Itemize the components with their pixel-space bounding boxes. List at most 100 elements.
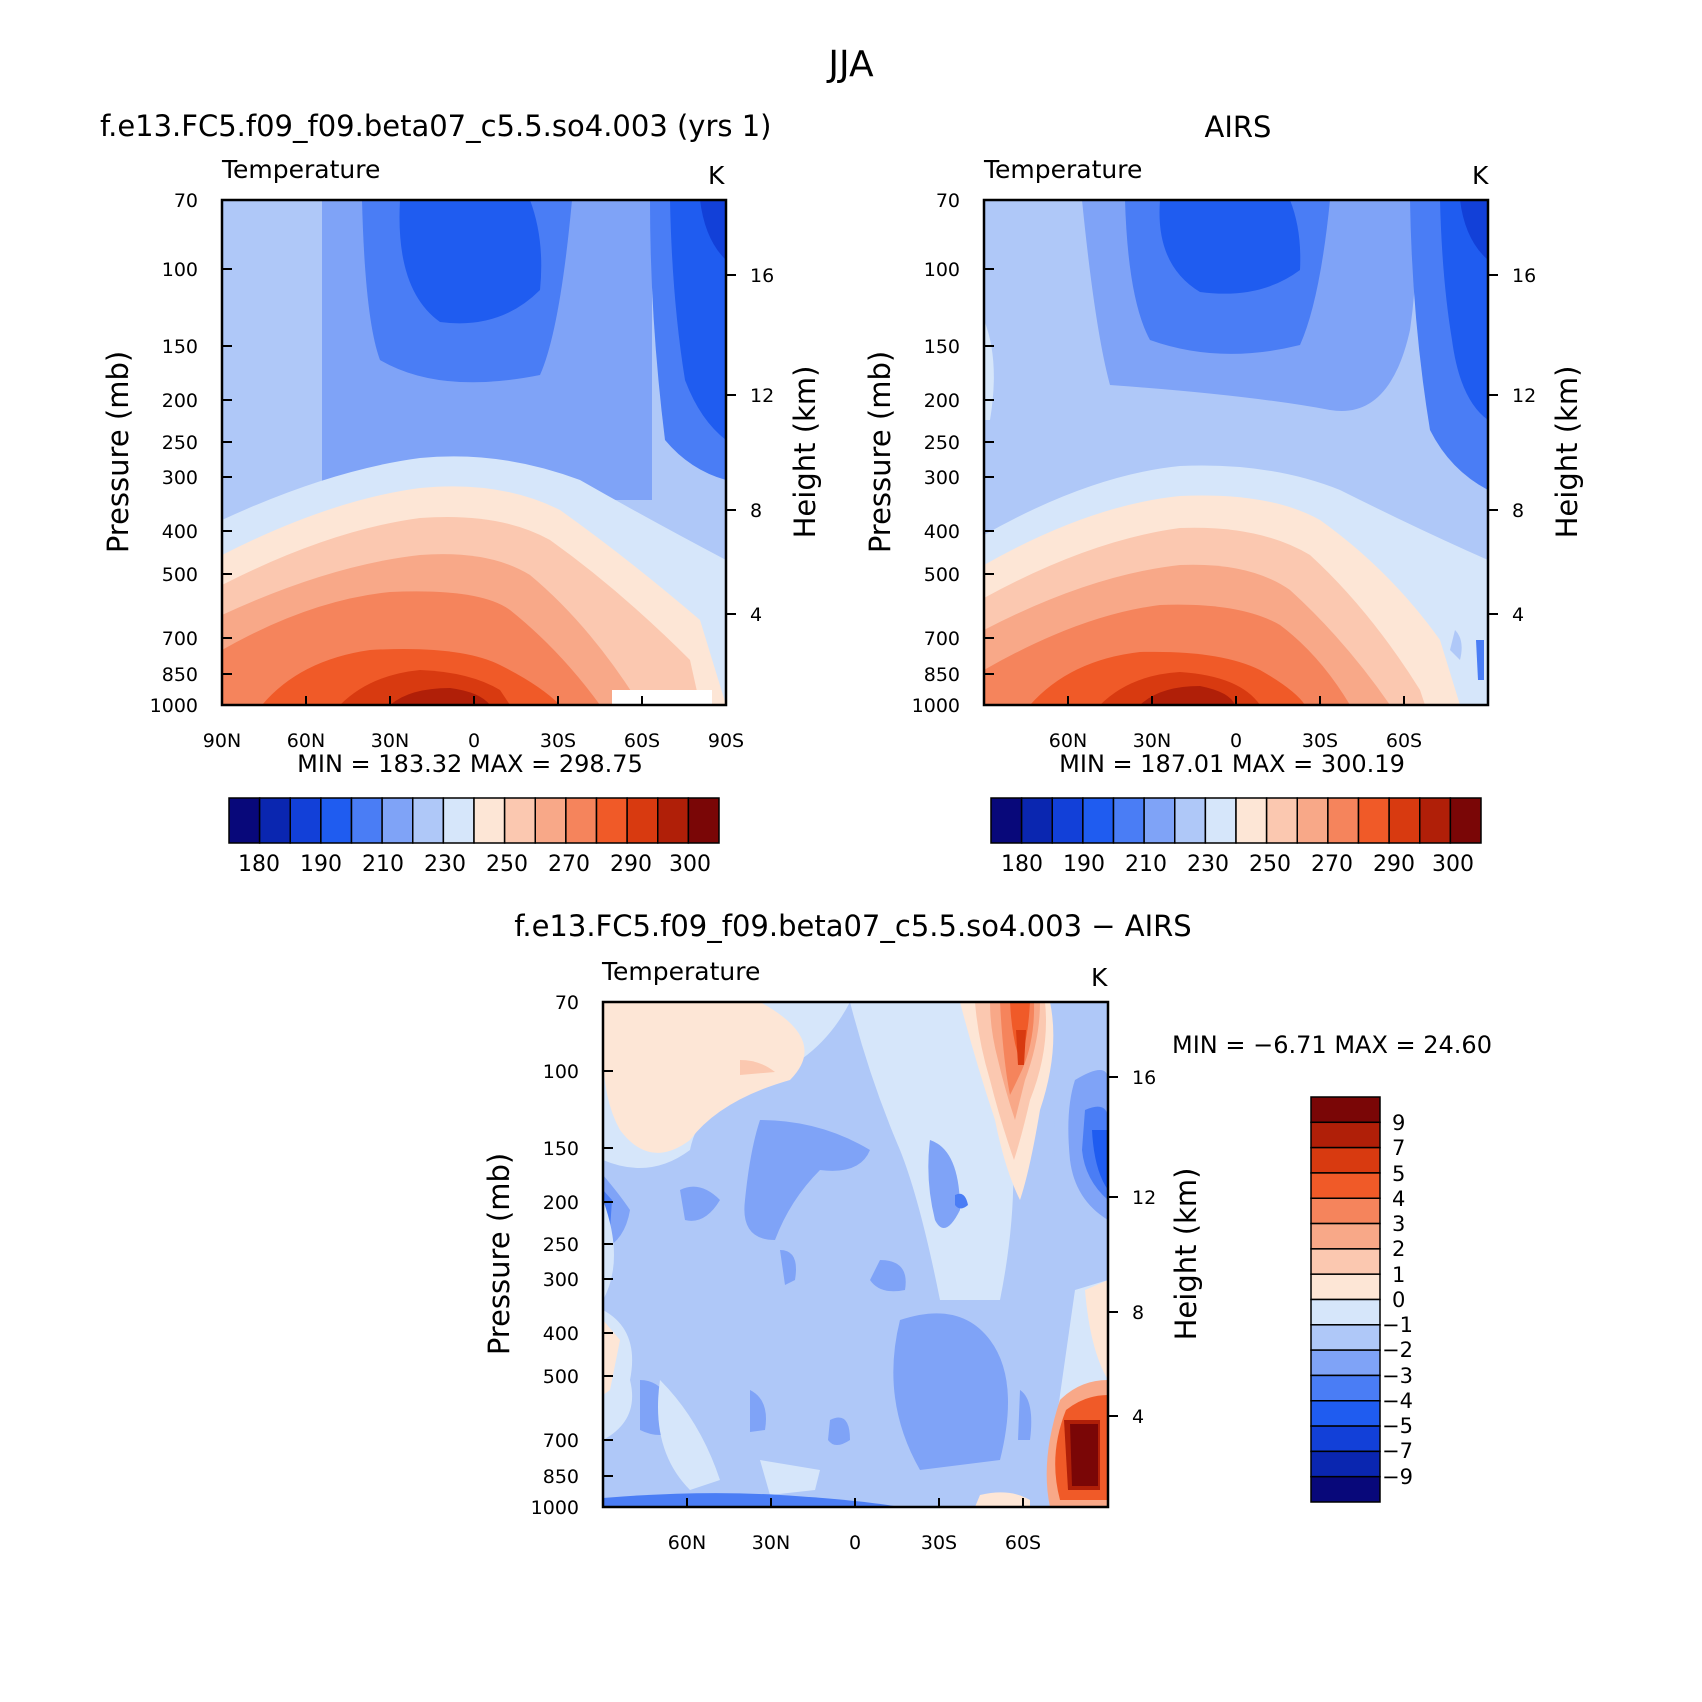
y-tick-label: 300 [162, 467, 198, 489]
panel-diff: f.e13.FC5.f09_f09.beta07_c5.5.so4.003 − … [482, 909, 1492, 1554]
panel-diff-yticks-right: 16 12 8 4 [1108, 1067, 1156, 1428]
colorbar-label: 2 [1392, 1237, 1405, 1261]
panel-model-ylabel: Pressure (mb) [101, 351, 135, 553]
panel-obs-field [984, 200, 1488, 705]
y-tick-label: 200 [543, 1192, 579, 1214]
colorbar-label: −3 [1382, 1364, 1413, 1388]
x-tick-label: 60N [668, 1532, 706, 1554]
y-tick-label: 850 [543, 1466, 579, 1488]
panel-obs-yticks-right: 16 12 8 4 [1488, 265, 1536, 626]
panel-model-colorbar-labels: 180 190 210 230 250 270 290 300 [238, 852, 711, 877]
colorbar-label: 210 [1125, 852, 1167, 877]
colorbar-swatch [1020, 797, 1053, 844]
panel-obs-variable: Temperature [983, 155, 1142, 184]
panel-model-colorbar [228, 797, 720, 844]
y-tick-label: 850 [924, 664, 960, 686]
colorbar-swatch [1310, 1172, 1381, 1199]
colorbar-swatch [1357, 797, 1390, 844]
colorbar-label: −5 [1382, 1414, 1413, 1438]
colorbar-label: 190 [300, 852, 342, 877]
colorbar-swatch [1310, 1400, 1381, 1427]
panel-diff-field [603, 1002, 1108, 1507]
y-right-tick-label: 16 [1132, 1067, 1156, 1089]
y-tick-label: 70 [936, 190, 960, 212]
colorbar-label: 290 [1373, 852, 1415, 877]
panel-diff-yticks: 70 100 150 200 250 300 400 500 700 850 1… [531, 992, 613, 1519]
panel-obs-title: AIRS [1205, 110, 1272, 144]
colorbar-swatch [1310, 1324, 1381, 1351]
x-tick-label: 90N [203, 730, 241, 752]
colorbar-swatch [657, 797, 690, 844]
colorbar-label: 300 [669, 852, 711, 877]
y-right-tick-label: 8 [1512, 500, 1524, 522]
y-tick-label: 500 [543, 1366, 579, 1388]
x-tick-label: 90S [708, 730, 744, 752]
y-tick-label: 150 [924, 336, 960, 358]
colorbar-label: 290 [610, 852, 652, 877]
colorbar-swatch [1310, 1425, 1381, 1453]
x-tick-label: 60S [1386, 730, 1422, 752]
y-tick-label: 300 [924, 467, 960, 489]
colorbar-swatch [1174, 797, 1207, 844]
colorbar-swatch [442, 797, 475, 844]
colorbar-swatch [1419, 797, 1452, 844]
colorbar-label: 0 [1392, 1288, 1405, 1312]
x-tick-label: 60N [1049, 730, 1087, 752]
y-right-tick-label: 12 [750, 385, 774, 407]
y-right-tick-label: 8 [750, 500, 762, 522]
y-right-tick-label: 4 [1512, 604, 1524, 626]
y-tick-label: 700 [162, 628, 198, 650]
panel-model-yticks: 70 100 150 200 250 300 400 500 700 850 1… [150, 190, 232, 717]
colorbar-label: −2 [1382, 1338, 1413, 1362]
panel-model-units: K [708, 161, 725, 190]
panel-model-field [222, 200, 726, 705]
colorbar-swatch [1235, 797, 1268, 844]
colorbar-swatch [1310, 1197, 1381, 1225]
panel-diff-colorbar-labels: 9 7 5 4 3 2 1 0 −1 −2 −3 −4 −5 −7 −9 [1382, 1111, 1413, 1489]
colorbar-label: 5 [1392, 1162, 1405, 1186]
y-tick-label: 100 [924, 259, 960, 281]
colorbar-swatch [1310, 1374, 1381, 1402]
colorbar-label: 3 [1392, 1212, 1405, 1236]
panel-obs-colorbar [990, 797, 1482, 844]
colorbar-label: −9 [1382, 1465, 1413, 1489]
y-tick-label: 200 [162, 390, 198, 412]
x-tick-label: 60S [624, 730, 660, 752]
y-tick-label: 70 [555, 992, 579, 1014]
colorbar-label: 210 [362, 852, 404, 877]
panel-model-title: f.e13.FC5.f09_f09.beta07_c5.5.so4.003 (y… [100, 109, 771, 143]
y-tick-label: 400 [543, 1323, 579, 1345]
panel-diff-ylabel: Pressure (mb) [482, 1153, 516, 1355]
panel-model-ylabel-right: Height (km) [788, 366, 822, 539]
panel-diff-units: K [1091, 963, 1108, 992]
y-right-tick-label: 12 [1512, 385, 1536, 407]
y-tick-label: 150 [162, 336, 198, 358]
colorbar-swatch [1296, 797, 1329, 844]
y-right-tick-label: 16 [750, 265, 774, 287]
x-tick-label: 30N [1133, 730, 1171, 752]
y-tick-label: 200 [924, 390, 960, 412]
x-tick-label: 30N [371, 730, 409, 752]
y-tick-label: 1000 [531, 1497, 579, 1519]
x-tick-label: 30S [540, 730, 576, 752]
panel-obs-yticks: 70 100 150 200 250 300 400 500 700 850 1… [912, 190, 994, 717]
x-tick-label: 60N [287, 730, 325, 752]
panel-model-stats: MIN = 183.32 MAX = 298.75 [297, 750, 643, 778]
colorbar-swatch [595, 797, 628, 844]
colorbar-swatch [1310, 1450, 1381, 1478]
y-right-tick-label: 4 [1132, 1406, 1144, 1428]
y-tick-label: 850 [162, 664, 198, 686]
colorbar-swatch [1051, 797, 1084, 844]
y-tick-label: 1000 [150, 695, 198, 717]
colorbar-swatch [1310, 1349, 1381, 1377]
colorbar-label: 250 [486, 852, 528, 877]
x-tick-label: 30S [921, 1532, 957, 1554]
colorbar-swatch [534, 797, 567, 844]
y-tick-label: 700 [924, 628, 960, 650]
colorbar-label: −4 [1382, 1389, 1413, 1413]
panel-obs-stats: MIN = 187.01 MAX = 300.19 [1059, 750, 1405, 778]
colorbar-swatch [289, 797, 322, 844]
panel-diff-xticks: 60N 30N 0 30S 60S [668, 1498, 1041, 1554]
colorbar-label: 190 [1063, 852, 1105, 877]
